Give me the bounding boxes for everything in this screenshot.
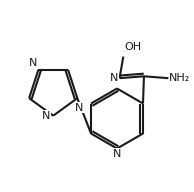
Text: N: N	[113, 149, 121, 159]
Text: N: N	[110, 73, 119, 83]
Text: OH: OH	[125, 42, 142, 52]
Text: N: N	[29, 58, 37, 68]
Text: N: N	[75, 103, 83, 113]
Text: NH₂: NH₂	[169, 73, 191, 83]
Text: N: N	[42, 111, 50, 121]
